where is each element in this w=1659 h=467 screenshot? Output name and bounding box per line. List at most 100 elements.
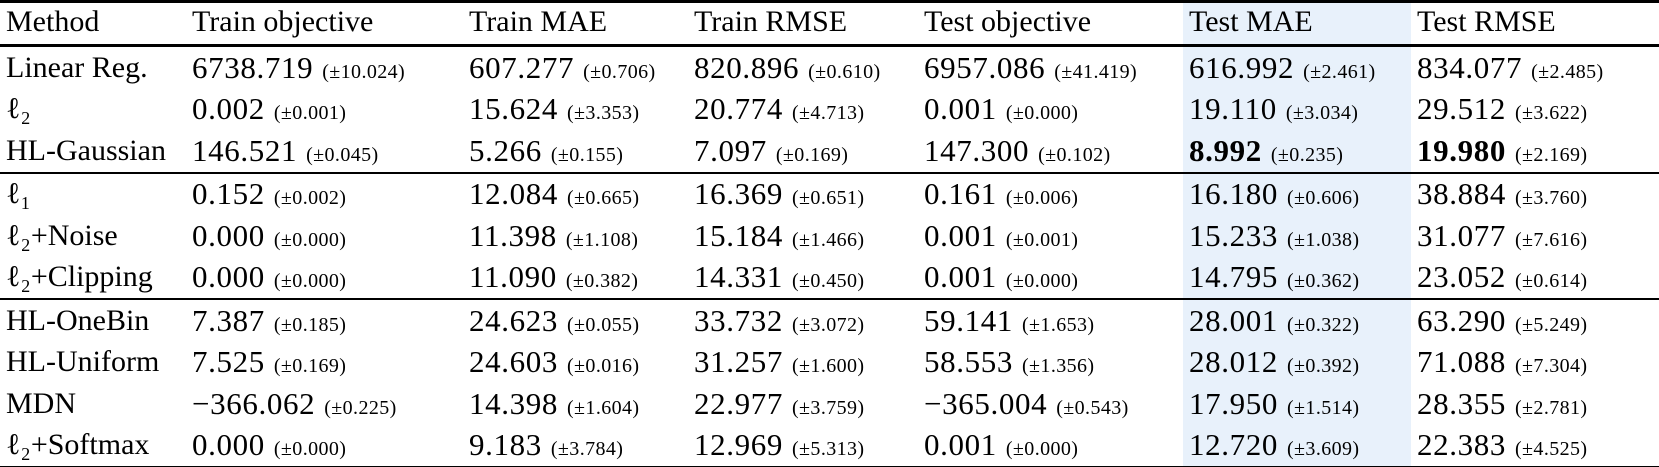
column-header-test-mae: Test MAE xyxy=(1183,1,1411,46)
metric-cell: 22.383 (±4.525) xyxy=(1411,425,1659,467)
metric-error: (±1.653) xyxy=(1021,313,1095,336)
metric-error: (±0.322) xyxy=(1286,313,1360,336)
metric-error: (±0.706) xyxy=(583,60,656,83)
metric-value: 20.774 xyxy=(694,91,783,127)
metric-value: 9.183 xyxy=(469,427,542,463)
metric-value: 0.152 xyxy=(192,176,265,212)
metric-error: (±3.759) xyxy=(791,396,865,419)
metric-error: (±3.609) xyxy=(1286,438,1360,461)
table-row: ℓ₂ 0.002 (±0.001) 15.624 (±3.353) 20.774 (±4.7… xyxy=(0,88,1659,131)
metric-error: (±0.045) xyxy=(306,143,379,166)
metric-value: 11.090 xyxy=(469,259,557,295)
metric-cell: 59.141 (±1.653) xyxy=(918,299,1183,342)
metric-value: 33.732 xyxy=(694,302,783,338)
metric-cell: 7.097 (±0.169) xyxy=(688,130,918,173)
metric-value: 22.977 xyxy=(694,385,783,421)
header-row: Method Train objective Train MAE Train R… xyxy=(0,1,1659,46)
metric-cell: 0.000 (±0.000) xyxy=(186,425,463,467)
metric-error: (±1.038) xyxy=(1286,228,1360,251)
metric-value: 29.512 xyxy=(1417,91,1506,127)
metric-value: 31.257 xyxy=(694,344,783,380)
metric-error: (±0.002) xyxy=(273,187,347,210)
metric-value: 11.398 xyxy=(469,217,557,253)
metric-error: (±7.616) xyxy=(1514,228,1588,251)
method-cell: ℓ₂+Softmax xyxy=(6,428,150,462)
metric-value: 28.001 xyxy=(1189,302,1278,338)
metric-cell: 834.077 (±2.485) xyxy=(1411,46,1659,89)
metric-error: (±0.000) xyxy=(273,270,347,293)
metric-error: (±0.169) xyxy=(775,143,849,166)
metric-error: (±5.249) xyxy=(1514,313,1588,336)
metric-value: 12.720 xyxy=(1189,427,1278,463)
metric-cell: 24.603 (±0.016) xyxy=(463,342,688,384)
method-cell: ℓ₁ xyxy=(6,177,31,211)
metric-error: (±3.034) xyxy=(1285,102,1359,125)
metric-value: 0.001 xyxy=(924,217,997,253)
metric-value: 12.084 xyxy=(469,176,558,212)
method-cell: ℓ₂+Noise xyxy=(6,218,118,252)
metric-value: 14.398 xyxy=(469,385,558,421)
method-cell: Linear Reg. xyxy=(6,50,148,84)
metric-value: 16.180 xyxy=(1189,176,1278,212)
metric-value: 8.992 xyxy=(1189,132,1262,168)
metric-cell: 0.000 (±0.000) xyxy=(186,215,463,257)
metric-cell: 16.180 (±0.606) xyxy=(1183,172,1411,215)
metric-cell: 71.088 (±7.304) xyxy=(1411,342,1659,384)
metric-cell: 12.720 (±3.609) xyxy=(1183,424,1411,467)
metric-cell: 5.266 (±0.155) xyxy=(463,130,688,173)
metric-value: 24.603 xyxy=(469,344,558,380)
method-cell: HL-Gaussian xyxy=(6,133,166,167)
column-header-test-objective: Test objective xyxy=(924,5,1092,38)
metric-value: 17.950 xyxy=(1189,385,1278,421)
metric-error: (±0.610) xyxy=(808,60,881,83)
table-group-main: Linear Reg. 6738.719 (±10.024) 607.277 (±0.7… xyxy=(0,45,1659,173)
metric-value: 607.277 xyxy=(469,49,575,85)
metric-cell: 0.002 (±0.001) xyxy=(186,89,463,131)
metric-value: 15.184 xyxy=(694,217,783,253)
metric-value: 63.290 xyxy=(1417,302,1506,338)
metric-error: (±0.225) xyxy=(324,396,397,419)
metric-cell: 12.084 (±0.665) xyxy=(463,173,688,216)
metric-value: 28.355 xyxy=(1417,385,1506,421)
metric-cell: 20.774 (±4.713) xyxy=(688,89,918,131)
metric-error: (±1.514) xyxy=(1286,396,1360,419)
metric-cell: 146.521 (±0.045) xyxy=(186,130,463,173)
metric-error: (±3.072) xyxy=(791,313,865,336)
metric-error: (±2.485) xyxy=(1531,60,1604,83)
metric-value: 14.331 xyxy=(694,259,783,295)
metric-value: 38.884 xyxy=(1417,176,1506,212)
metric-cell: −365.004 (±0.543) xyxy=(918,383,1183,425)
metric-cell: 19.110 (±3.034) xyxy=(1183,88,1411,130)
metric-cell: 24.623 (±0.055) xyxy=(463,299,688,342)
metric-cell: 14.331 (±0.450) xyxy=(688,257,918,300)
metric-error: (±0.000) xyxy=(273,438,347,461)
metric-cell: 31.257 (±1.600) xyxy=(688,342,918,384)
method-cell: HL-Uniform xyxy=(6,345,160,379)
metric-value: 146.521 xyxy=(192,132,298,168)
metric-cell: 0.001 (±0.000) xyxy=(918,425,1183,467)
metric-value: 24.623 xyxy=(469,302,558,338)
metric-error: (±0.235) xyxy=(1270,143,1344,166)
table-group-l2-variants: ℓ₁ 0.152 (±0.002) 12.084 (±0.665) 16.369 (±0.6… xyxy=(0,172,1659,300)
table-row: MDN −366.062 (±0.225) 14.398 (±1.604) 22.977 (… xyxy=(0,383,1659,425)
column-header-train-objective: Train objective xyxy=(192,5,374,38)
metric-cell: 7.387 (±0.185) xyxy=(186,299,463,342)
metric-cell: 29.512 (±3.622) xyxy=(1411,89,1659,131)
metric-cell: 0.161 (±0.006) xyxy=(918,173,1183,216)
metric-error: (±0.055) xyxy=(566,313,640,336)
metric-error: (±0.001) xyxy=(273,102,347,125)
table-row: ℓ₂+Softmax 0.000 (±0.000) 9.183 (±3.784) 12.9… xyxy=(0,424,1659,467)
metric-error: (±0.001) xyxy=(1005,228,1079,251)
metric-value: 14.795 xyxy=(1189,259,1278,295)
metric-value: 0.001 xyxy=(924,259,997,295)
table-row: ℓ₂+Clipping 0.000 (±0.000) 11.090 (±0.382) 14… xyxy=(0,256,1659,300)
metric-cell: 0.000 (±0.000) xyxy=(186,257,463,300)
metric-error: (±0.155) xyxy=(550,143,624,166)
metric-cell: 38.884 (±3.760) xyxy=(1411,173,1659,216)
metric-error: (±3.784) xyxy=(550,438,624,461)
table-row: HL-OneBin 7.387 (±0.185) 24.623 (±0.055) 33.7… xyxy=(0,299,1659,342)
metric-error: (±0.665) xyxy=(566,187,640,210)
metric-value: −365.004 xyxy=(924,385,1048,421)
